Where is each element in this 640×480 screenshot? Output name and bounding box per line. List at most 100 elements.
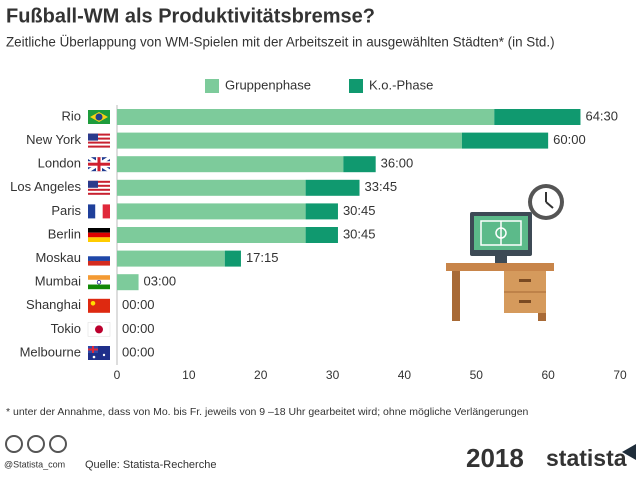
flag-part	[88, 256, 110, 261]
flag-part	[88, 137, 110, 140]
illustration	[446, 184, 564, 321]
flag-part	[92, 355, 96, 359]
x-tick-label: 60	[541, 368, 555, 382]
bar-segment	[117, 250, 225, 267]
y-tick-label: Shanghai	[26, 297, 81, 312]
bar-segment	[461, 132, 549, 149]
flag-part	[88, 188, 110, 191]
flag-part	[90, 301, 96, 306]
total-label: 00:00	[122, 344, 155, 359]
y-tick-label: Melbourne	[20, 344, 81, 359]
total-label: 17:15	[246, 250, 279, 265]
x-tick-label: 20	[254, 368, 268, 382]
license-icons	[5, 435, 67, 453]
flag-part	[88, 184, 110, 187]
x-tick-label: 70	[613, 368, 627, 382]
bar-segment	[117, 109, 495, 125]
x-tick-label: 50	[470, 368, 484, 382]
flag-part	[88, 348, 98, 351]
flag-part	[88, 180, 110, 183]
brand-icon	[622, 444, 636, 460]
flag-part	[88, 298, 110, 313]
bar-segment	[117, 156, 344, 173]
flag-part	[88, 133, 110, 136]
flag-part	[88, 180, 98, 188]
flag-part	[88, 232, 110, 238]
x-tick-label: 10	[182, 368, 196, 382]
bar-segment	[224, 250, 241, 267]
flag	[88, 133, 110, 148]
flag-part	[88, 204, 96, 219]
x-tick-label: 30	[326, 368, 340, 382]
flag-part	[88, 133, 98, 141]
y-tick-label: Moskau	[35, 250, 81, 265]
bar-segment	[117, 132, 462, 149]
flag-part	[88, 251, 110, 257]
legend-swatch	[349, 79, 363, 93]
legend-label: K.o.-Phase	[369, 77, 433, 92]
flag-part	[87, 322, 111, 337]
flag-part	[88, 145, 110, 148]
flag-part	[88, 228, 110, 233]
flag	[88, 204, 110, 219]
flag-part	[102, 353, 106, 357]
source: Quelle: Statista-Recherche	[85, 459, 216, 471]
flag-part	[95, 113, 103, 121]
total-label: 60:00	[553, 132, 586, 147]
flag-part	[88, 279, 110, 285]
chart-subtitle: Zeitliche Überlappung von WM-Spielen mit…	[6, 35, 555, 50]
y-tick-label: Los Angeles	[10, 179, 81, 194]
handle: @Statista_com	[4, 459, 65, 469]
x-tick-label: 40	[398, 368, 412, 382]
flag	[88, 110, 110, 124]
legend-label: Gruppenphase	[225, 77, 311, 92]
y-tick-label: Berlin	[48, 226, 81, 241]
bar-segment	[117, 227, 306, 243]
flag-part	[88, 260, 110, 266]
flag	[88, 228, 110, 242]
flag-part	[95, 325, 103, 334]
bar-segment	[117, 179, 306, 196]
flag-part	[88, 192, 110, 195]
flag-part	[95, 204, 103, 219]
total-label: 30:45	[343, 226, 376, 241]
total-label: 00:00	[122, 297, 155, 312]
bar-segment	[343, 156, 376, 173]
flag-part	[88, 141, 110, 144]
y-tick-label: Paris	[51, 203, 81, 218]
total-label: 64:30	[585, 108, 618, 123]
legend-swatch	[205, 79, 219, 93]
total-label: 30:45	[343, 203, 376, 218]
flag	[87, 155, 111, 173]
flag-part	[88, 237, 110, 242]
flag-part	[88, 275, 110, 280]
flag	[88, 275, 110, 290]
bar-segment	[117, 274, 139, 291]
flag	[88, 346, 110, 360]
total-label: 03:00	[144, 274, 177, 289]
flag-part	[96, 280, 102, 285]
y-tick-label: Tokio	[51, 321, 81, 336]
flag	[88, 298, 110, 313]
flag	[88, 251, 110, 266]
bar-segment	[494, 109, 581, 125]
y-tick-label: New York	[26, 132, 81, 147]
flag-part	[88, 162, 110, 166]
flag-part	[102, 204, 110, 219]
flag	[88, 180, 110, 195]
bar-segment	[305, 203, 338, 220]
flag	[87, 322, 111, 337]
bar-segment	[305, 227, 338, 243]
bar-segment	[117, 203, 306, 220]
chart-title: Fußball-WM als Produktivitätsbremse?	[6, 5, 375, 27]
y-tick-label: Mumbai	[35, 274, 81, 289]
total-label: 33:45	[365, 179, 398, 194]
x-tick-label: 0	[114, 368, 121, 382]
y-tick-label: Rio	[61, 108, 81, 123]
event-logo: 2018	[466, 443, 524, 473]
bar-segment	[305, 179, 360, 196]
y-tick-label: London	[38, 156, 81, 171]
footnote: * unter der Annahme, dass von Mo. bis Fr…	[6, 406, 529, 418]
flag-part	[88, 284, 110, 290]
